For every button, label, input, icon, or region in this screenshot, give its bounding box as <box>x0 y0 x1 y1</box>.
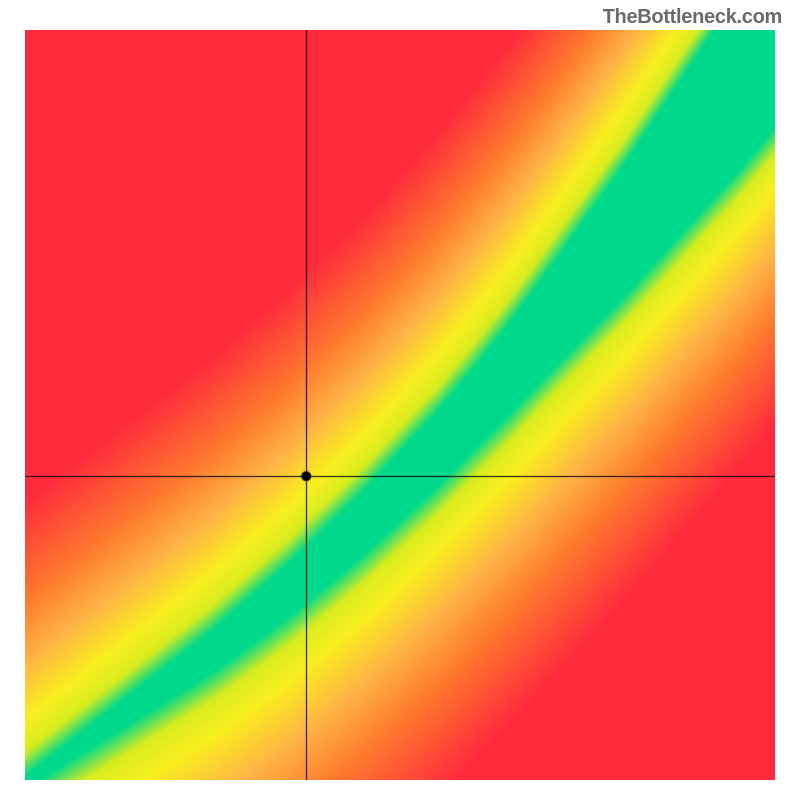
heatmap-plot <box>25 30 775 780</box>
watermark-text: TheBottleneck.com <box>603 6 782 29</box>
